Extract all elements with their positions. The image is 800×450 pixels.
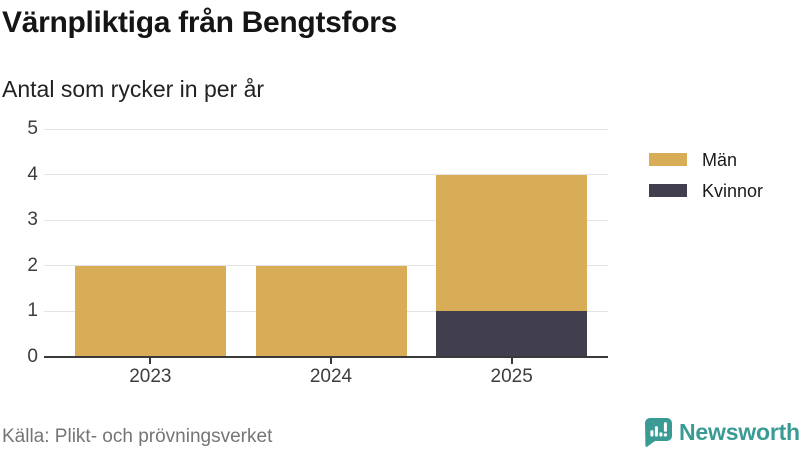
legend-item-män: Män (649, 150, 763, 170)
x-axis-tick (510, 358, 513, 364)
y-axis-label: 4 (27, 163, 38, 185)
page-title: Värnpliktiga från Bengtsfors (2, 6, 398, 39)
newsworthy-branding: Newsworthy (644, 417, 800, 448)
source-note: Källa: Plikt- och prövningsverket (2, 426, 273, 447)
x-axis-tick (330, 358, 332, 364)
y-axis-label: 3 (27, 209, 38, 231)
y-axis-label: 1 (27, 300, 38, 322)
bar-segment-kvinnor-2025 (436, 311, 588, 357)
bar-segment-män-2025 (436, 174, 588, 312)
bar-segment-män-2023 (74, 265, 226, 357)
legend-label: Kvinnor (702, 181, 764, 201)
gridline (44, 219, 608, 221)
x-axis-tick (149, 358, 152, 364)
bar-segment-män-2024 (255, 265, 407, 357)
x-axis-label: 2024 (309, 366, 353, 387)
x-axis-label: 2025 (490, 366, 533, 387)
y-axis-label: 0 (27, 346, 38, 367)
legend-label: Män (702, 150, 738, 170)
chart-legend: Män Kvinnor (649, 150, 763, 212)
legend-swatch (649, 184, 687, 197)
y-axis-label: 2 (27, 254, 38, 276)
legend-swatch (649, 153, 687, 166)
y-axis-label: 5 (27, 118, 38, 139)
gridline (44, 174, 608, 176)
newsworthy-logo-icon (645, 418, 672, 447)
page-subtitle: Antal som rycker in per år (2, 76, 265, 102)
gridline (44, 128, 608, 130)
legend-item-kvinnor: Kvinnor (649, 181, 763, 201)
x-axis-line (44, 356, 608, 358)
x-axis-label: 2023 (129, 366, 172, 387)
newsworthy-logo-text: Newsworthy (679, 419, 800, 445)
